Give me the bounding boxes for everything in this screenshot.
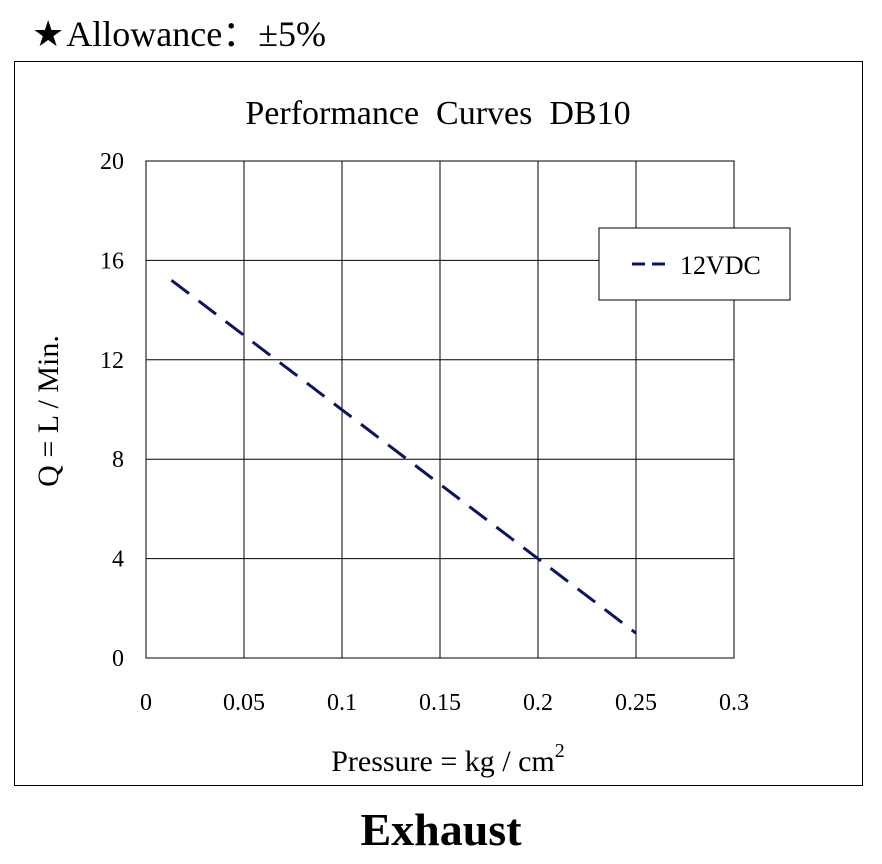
y-axis-label: Q = L / Min. <box>32 335 65 487</box>
chart-title: Performance Curves DB10 <box>245 95 630 132</box>
exhaust-label: Exhaust <box>360 804 522 855</box>
series-line-12vdc <box>170 279 637 635</box>
x-axis-label-superscript: 2 <box>555 740 565 762</box>
chart-frame <box>14 61 863 786</box>
allowance-note: ★Allowance：±5% <box>32 10 326 58</box>
axes: 0 0.05 0.1 0.15 0.2 0.25 0.3 0 4 8 12 16 20 <box>100 149 749 716</box>
x-axis-label-text: Pressure = kg / cm <box>331 745 555 778</box>
x-axis-label: Pressure = kg / cm2 <box>331 740 565 778</box>
x-tick-label: 0.2 <box>523 690 553 716</box>
y-tick-label: 4 <box>112 547 124 573</box>
star-icon: ★ <box>32 14 65 54</box>
series-layer <box>170 279 637 635</box>
x-tick-label: 0.1 <box>327 690 357 716</box>
y-tick-label: 16 <box>100 248 124 274</box>
y-tick-label: 12 <box>100 348 124 374</box>
y-tick-label: 20 <box>100 149 124 175</box>
legend-label-12vdc: 12VDC <box>680 251 761 280</box>
legend: 12VDC <box>598 227 791 301</box>
y-tick-label: 0 <box>112 646 124 672</box>
x-tick-label: 0.05 <box>223 690 265 716</box>
x-tick-label: 0.3 <box>719 690 749 716</box>
legend-box <box>598 227 791 301</box>
x-tick-label: 0 <box>140 690 152 716</box>
y-tick-label: 8 <box>112 447 124 473</box>
x-tick-label: 0.15 <box>419 690 461 716</box>
x-tick-label: 0.25 <box>615 690 657 716</box>
allowance-text: Allowance：±5% <box>66 14 326 54</box>
